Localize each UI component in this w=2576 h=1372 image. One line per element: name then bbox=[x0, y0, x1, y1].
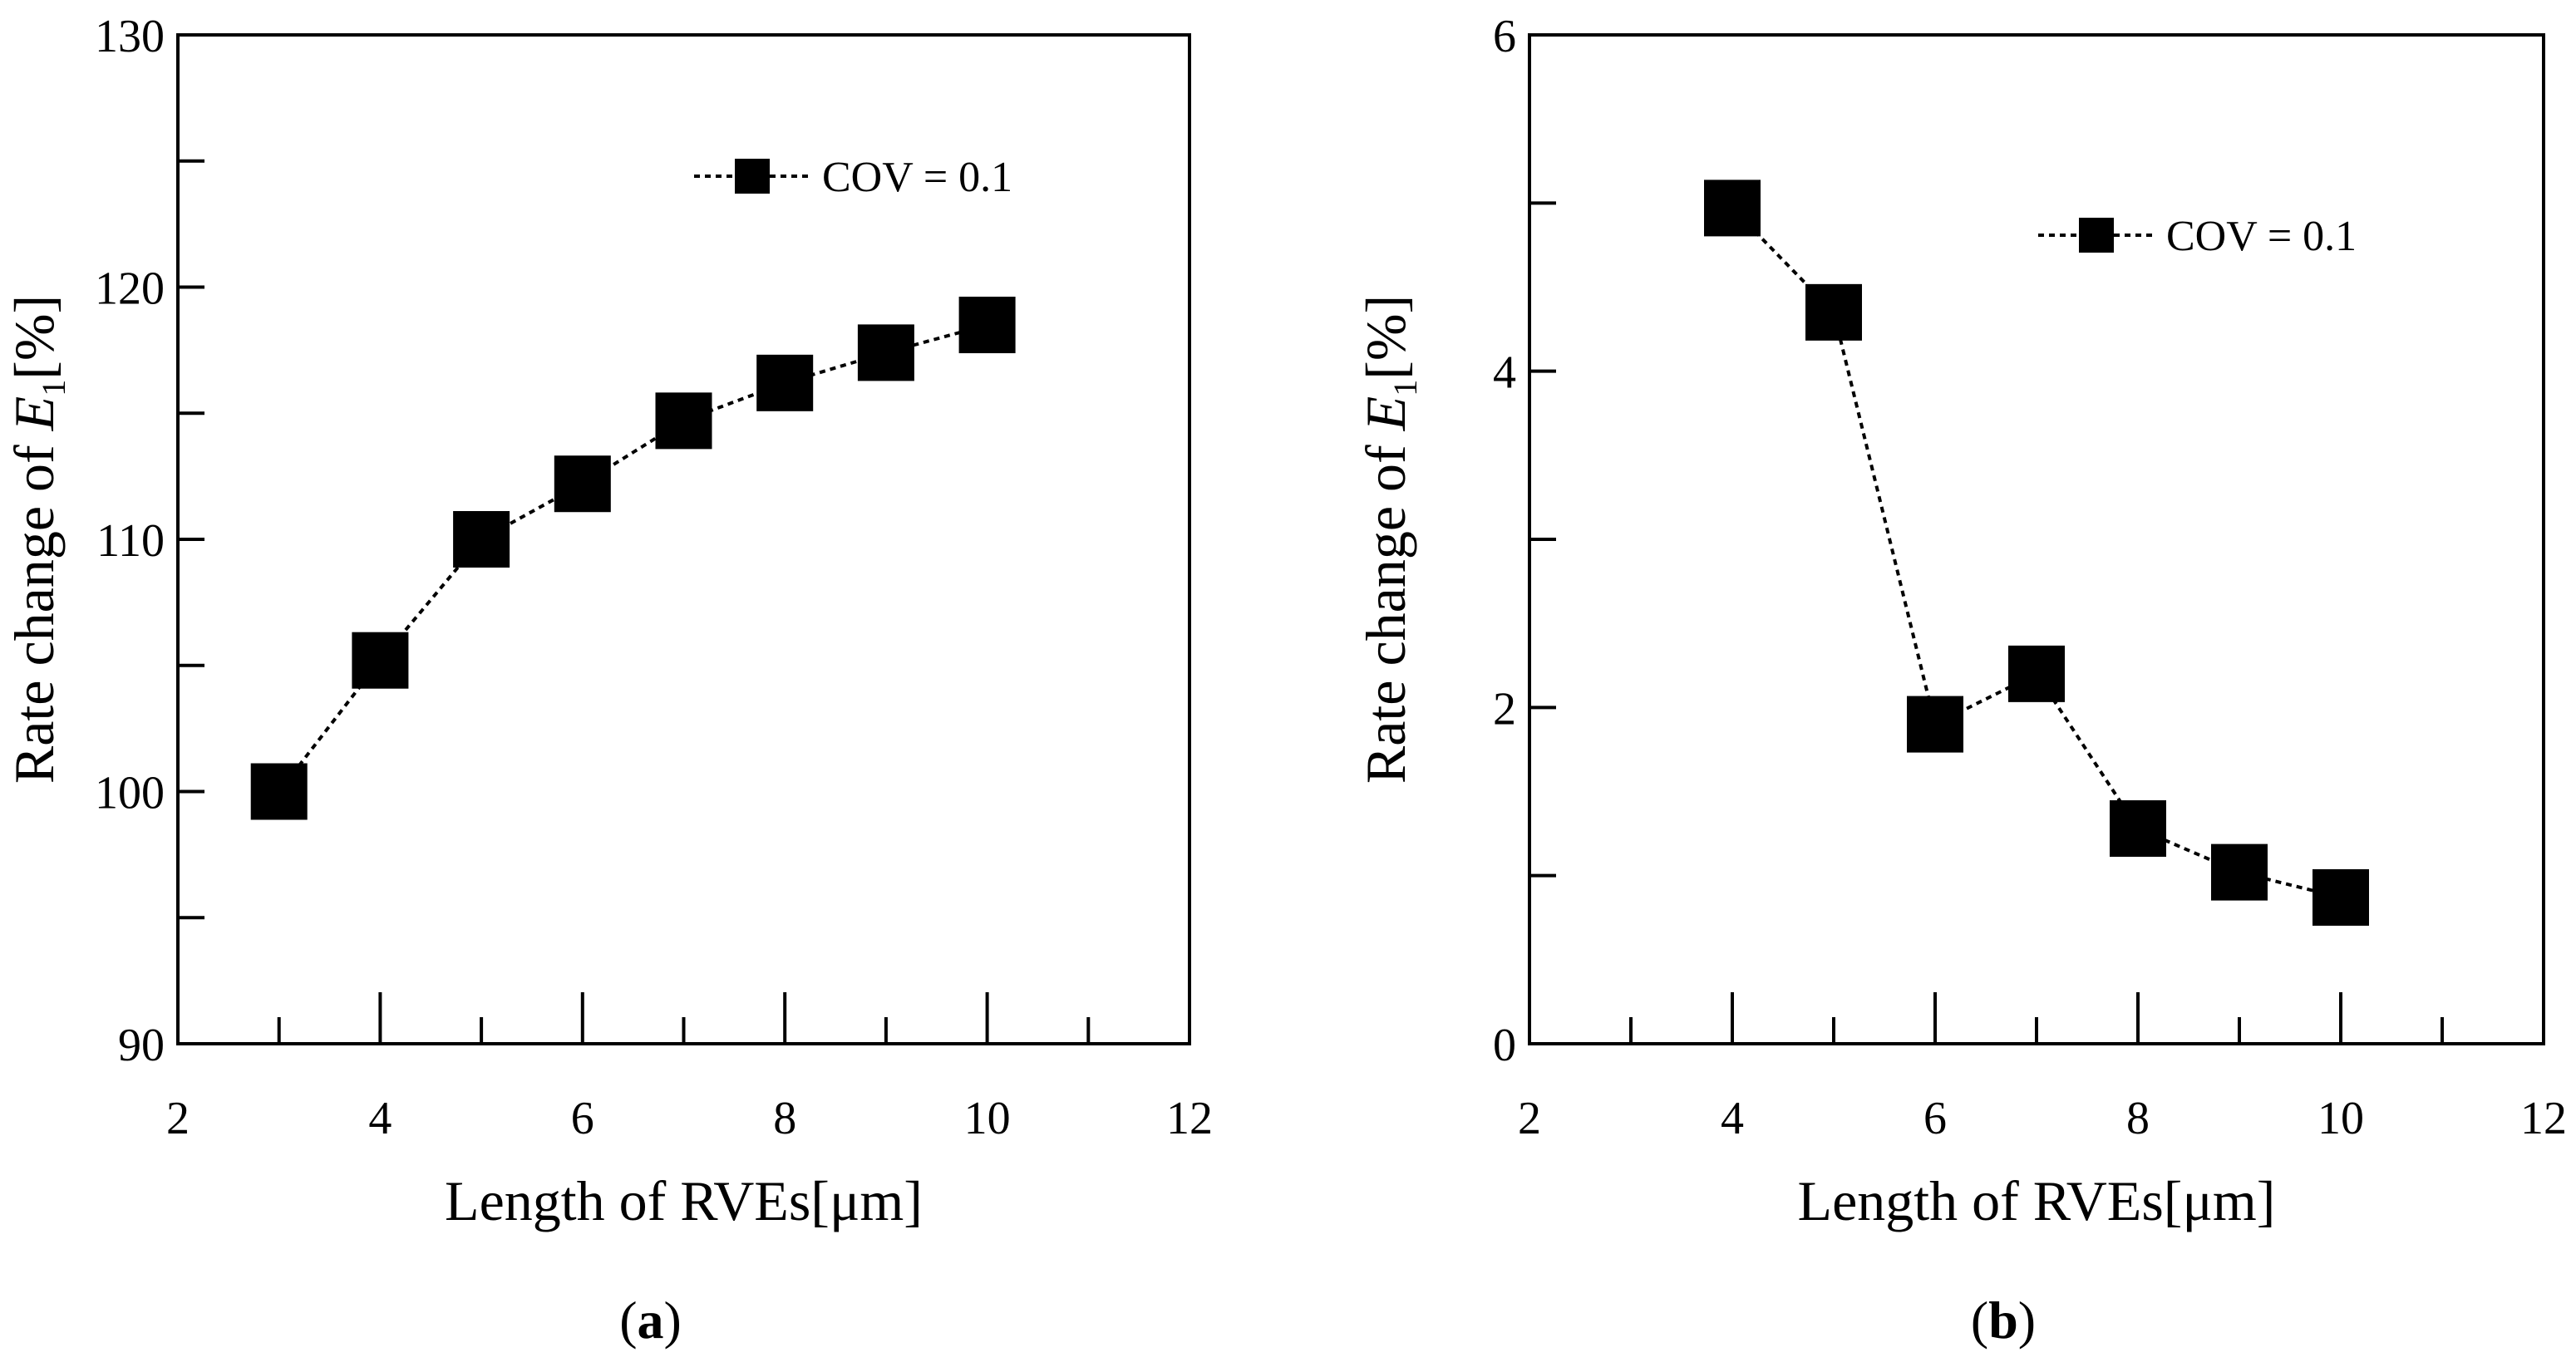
data-point-marker bbox=[2312, 868, 2369, 926]
y-tick-label: 130 bbox=[95, 11, 165, 62]
x-tick-label: 12 bbox=[2520, 1093, 2567, 1144]
y-tick-label: 100 bbox=[95, 768, 165, 819]
y-axis-title-subscript: 1 bbox=[35, 380, 72, 396]
legend-marker bbox=[2079, 218, 2114, 253]
x-tick-label: 12 bbox=[1166, 1093, 1213, 1144]
panel-label-open: ( bbox=[619, 1291, 637, 1350]
y-axis-title-variable: E bbox=[2, 396, 66, 432]
x-tick-label: 10 bbox=[964, 1093, 1011, 1144]
data-point-marker bbox=[1805, 283, 1862, 341]
panel-label-close: ) bbox=[2018, 1291, 2036, 1350]
x-tick-label: 8 bbox=[2126, 1093, 2150, 1144]
panel-label-letter: a bbox=[638, 1291, 664, 1350]
x-tick-label: 4 bbox=[1721, 1093, 1744, 1144]
y-tick-label: 6 bbox=[1493, 11, 1516, 62]
x-tick-label: 10 bbox=[2317, 1093, 2364, 1144]
y-tick-label: 4 bbox=[1493, 347, 1516, 399]
y-tick-label: 120 bbox=[95, 263, 165, 315]
data-point-marker bbox=[453, 511, 510, 568]
data-point-marker bbox=[2110, 800, 2166, 858]
plot-frame bbox=[1528, 33, 2545, 1045]
y-axis-title: Rate change of E1[%] bbox=[2, 295, 72, 784]
y-axis-title-prefix: Rate change of bbox=[2, 430, 66, 784]
y-axis-title-subscript: 1 bbox=[1387, 380, 1424, 396]
x-tick-label: 8 bbox=[773, 1093, 796, 1144]
data-point-marker bbox=[352, 632, 409, 689]
panel-label-close: ) bbox=[664, 1291, 682, 1350]
x-tick-label: 6 bbox=[1923, 1093, 1947, 1144]
y-tick-label: 0 bbox=[1493, 1020, 1516, 1071]
data-point-marker bbox=[958, 297, 1016, 354]
x-tick-label: 6 bbox=[571, 1093, 594, 1144]
legend-marker bbox=[735, 159, 770, 194]
legend: COV = 0.1 bbox=[2038, 213, 2357, 260]
data-point-marker bbox=[1907, 696, 1963, 753]
panel-label-open: ( bbox=[1971, 1291, 1988, 1350]
y-tick-label: 2 bbox=[1493, 683, 1516, 735]
data-point-marker bbox=[655, 392, 712, 450]
x-axis-title: Length of RVEs[μm] bbox=[1798, 1169, 2276, 1232]
panel-label: (a) bbox=[619, 1291, 682, 1350]
y-tick-label: 90 bbox=[118, 1020, 165, 1071]
data-point-marker bbox=[756, 354, 814, 411]
y-tick-label: 110 bbox=[96, 515, 165, 567]
data-point-marker bbox=[250, 763, 308, 820]
legend-label: COV = 0.1 bbox=[822, 154, 1012, 201]
series-line bbox=[278, 323, 988, 793]
legend: COV = 0.1 bbox=[694, 154, 1012, 201]
data-point-marker bbox=[2008, 645, 2065, 702]
x-tick-label: 4 bbox=[368, 1093, 392, 1144]
y-axis-title-variable: E bbox=[1354, 396, 1417, 432]
y-axis-title-suffix: [%] bbox=[1354, 295, 1417, 380]
chart-panel-a: 2 4 6 8 10 12 90 100 110 120 130 Length of RVEs[μm]… bbox=[2, 11, 1213, 1350]
y-axis-title-prefix: Rate change of bbox=[1354, 430, 1417, 784]
x-axis-title: Length of RVEs[μm] bbox=[445, 1169, 923, 1232]
y-axis-title: Rate change of E1[%] bbox=[1354, 295, 1424, 784]
legend-label: COV = 0.1 bbox=[2166, 213, 2357, 260]
data-point-marker bbox=[1704, 179, 1761, 237]
plot-frame bbox=[176, 33, 1191, 1045]
data-point-marker bbox=[857, 324, 914, 381]
x-tick-label: 2 bbox=[1518, 1093, 1541, 1144]
y-axis-title-suffix: [%] bbox=[2, 295, 66, 380]
panel-label: (b) bbox=[1971, 1291, 2036, 1350]
data-point-marker bbox=[554, 455, 611, 513]
panel-label-letter: b bbox=[1988, 1291, 2018, 1350]
data-point-marker bbox=[2211, 843, 2268, 901]
x-tick-label: 2 bbox=[166, 1093, 190, 1144]
